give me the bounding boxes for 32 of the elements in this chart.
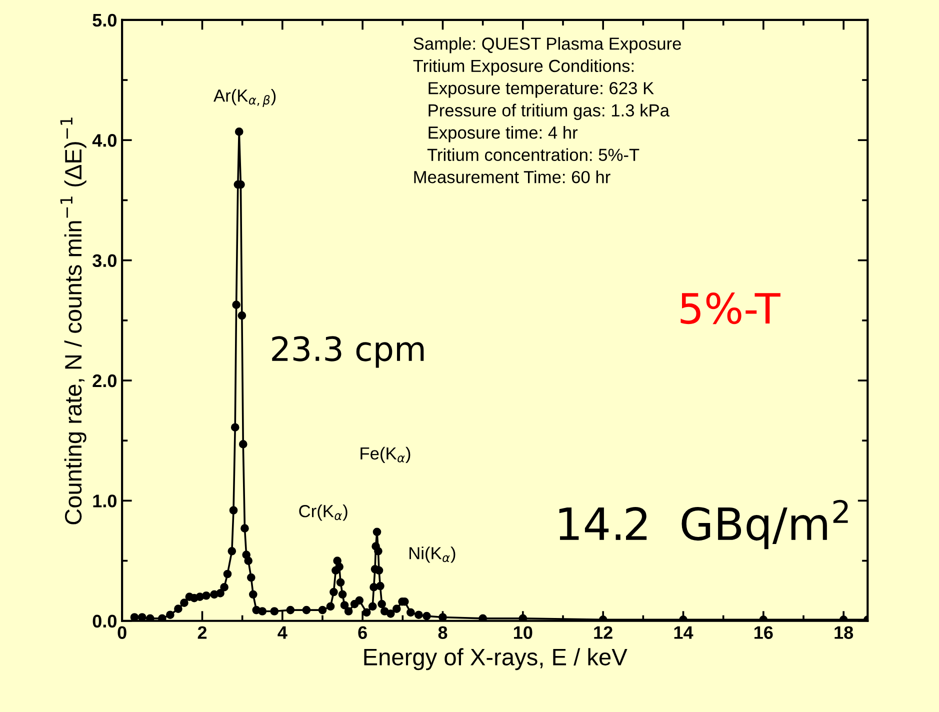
annotation: 14.2 GBq/m$^{2}$ [559, 500, 848, 550]
y-axis-title: Counting rate, N / counts min$^{−1}$ (ΔE)$^{−1}$ [60, 118, 86, 524]
y-tick-label: 0.0 [92, 614, 116, 628]
annotation: Cr(K$_{α}$) [299, 504, 348, 521]
x-tick-label: 14 [674, 626, 694, 639]
x-tick-label: 18 [834, 626, 854, 639]
y-tick-label: 4.0 [92, 134, 116, 147]
annotation: Pressure of tritium gas: 1.3 kPa [428, 104, 670, 120]
annotation: Exposure temperature: 623 K [428, 82, 654, 98]
annotation: Measurement Time: 60 hr [414, 170, 610, 184]
annotation: 5%-T [680, 292, 780, 324]
annotation: Ni(K$_{α}$) [410, 546, 456, 563]
x-tick-label: 0 [118, 626, 126, 639]
annotation: Tritium Exposure Conditions: [413, 59, 634, 76]
y-tick-label: 1.0 [93, 494, 116, 508]
annotation: Exposure time: 4 hr [428, 126, 578, 142]
annotation: Tritium concentration: 5%-T [427, 148, 640, 162]
x-tick-label: 16 [754, 626, 773, 639]
y-tick-label: 5.0 [92, 14, 116, 27]
x-axis-title: Energy of X-rays, E / keV [364, 648, 628, 670]
x-tick-label: 10 [514, 626, 532, 639]
x-tick-label: 12 [594, 626, 612, 639]
x-tick-label: 6 [358, 626, 367, 639]
x-tick-label: 8 [438, 626, 448, 639]
annotation: Sample: QUEST Plasma Exposure [414, 37, 681, 54]
x-tick-label: 2 [198, 626, 207, 639]
annotation: Fe(K$_{α}$) [360, 446, 410, 464]
annotation: 23.3 cpm [272, 336, 424, 368]
annotation: Ar(K$_{α,β}$) [214, 89, 276, 107]
y-tick-label: 3.0 [92, 254, 116, 268]
y-tick-label: 2.0 [92, 374, 116, 388]
x-tick-label: 4 [278, 626, 288, 639]
